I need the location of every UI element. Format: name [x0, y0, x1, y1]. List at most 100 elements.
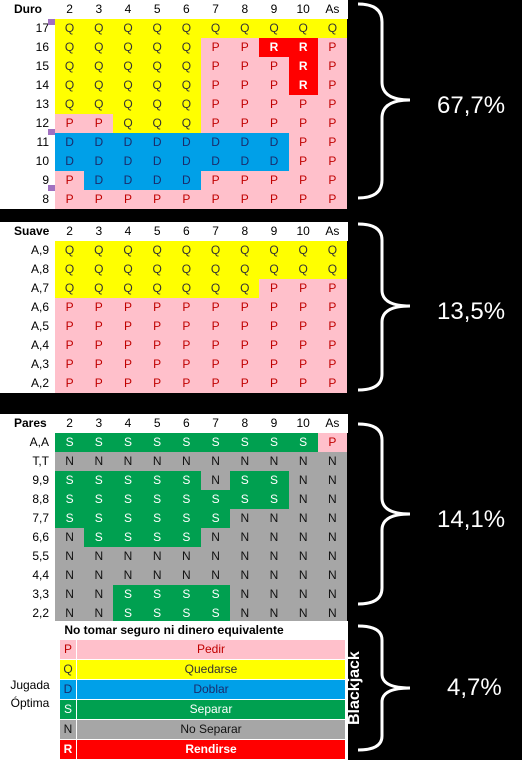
- strategy-cell: N: [142, 452, 172, 471]
- row-label: 17: [0, 19, 55, 38]
- strategy-cell: N: [259, 547, 289, 566]
- strategy-cell: N: [84, 452, 114, 471]
- row-label: A,6: [0, 298, 55, 317]
- strategy-cell: P: [201, 374, 231, 393]
- percent-blackjack: 4,7%: [447, 674, 502, 701]
- strategy-cell: P: [84, 336, 114, 355]
- section-title: Duro: [0, 0, 55, 19]
- strategy-cell: S: [84, 490, 114, 509]
- strategy-cell: P: [55, 114, 85, 133]
- strategy-cell: N: [230, 604, 260, 623]
- strategy-cell: S: [230, 490, 260, 509]
- strategy-cell: Q: [84, 76, 114, 95]
- strategy-cell: P: [259, 355, 289, 374]
- strategy-cell: S: [259, 471, 289, 490]
- row-label: 9,9: [0, 471, 55, 490]
- strategy-cell: N: [288, 509, 318, 528]
- strategy-cell: N: [201, 566, 231, 585]
- strategy-cell: Q: [84, 241, 114, 260]
- strategy-cell: S: [55, 509, 85, 528]
- strategy-cell: D: [230, 133, 260, 152]
- strategy-cell: P: [259, 95, 289, 114]
- legend-label: Separar: [77, 700, 345, 719]
- strategy-cell: P: [230, 336, 260, 355]
- strategy-cell: S: [113, 604, 143, 623]
- row-label: 4,4: [0, 566, 55, 585]
- strategy-cell: N: [230, 528, 260, 547]
- strategy-cell: P: [201, 57, 231, 76]
- strategy-cell: P: [113, 336, 143, 355]
- strategy-cell: P: [230, 190, 260, 209]
- strategy-cell: P: [317, 336, 347, 355]
- strategy-cell: P: [288, 152, 318, 171]
- strategy-cell: S: [171, 604, 201, 623]
- strategy-cell: N: [288, 604, 318, 623]
- strategy-cell: S: [142, 528, 172, 547]
- strategy-cell: P: [201, 355, 231, 374]
- strategy-cell: N: [201, 547, 231, 566]
- strategy-cell: P: [55, 190, 85, 209]
- row-label: A,4: [0, 336, 55, 355]
- strategy-cell: P: [201, 76, 231, 95]
- strategy-cell: P: [259, 190, 289, 209]
- strategy-cell: S: [84, 433, 114, 452]
- strategy-cell: D: [142, 152, 172, 171]
- legend-label: Quedarse: [77, 660, 345, 679]
- strategy-cell: Q: [84, 95, 114, 114]
- row-label: 13: [0, 95, 55, 114]
- strategy-cell: P: [259, 298, 289, 317]
- row-label: A,2: [0, 374, 55, 393]
- strategy-cell: N: [230, 585, 260, 604]
- column-header: 3: [84, 414, 114, 433]
- strategy-cell: N: [113, 547, 143, 566]
- strategy-cell: P: [288, 114, 318, 133]
- strategy-cell: S: [84, 509, 114, 528]
- strategy-cell: D: [113, 171, 143, 190]
- strategy-cell: P: [55, 298, 85, 317]
- column-header: 8: [230, 414, 260, 433]
- column-header: 9: [259, 0, 289, 19]
- strategy-cell: N: [230, 566, 260, 585]
- strategy-cell: Q: [113, 95, 143, 114]
- strategy-cell: P: [201, 190, 231, 209]
- strategy-cell: P: [317, 374, 347, 393]
- strategy-cell: N: [317, 585, 347, 604]
- strategy-cell: D: [142, 171, 172, 190]
- strategy-cell: Q: [142, 260, 172, 279]
- row-label: 11: [0, 133, 55, 152]
- column-header: 3: [84, 222, 114, 241]
- strategy-cell: N: [55, 604, 85, 623]
- column-header: 5: [142, 0, 172, 19]
- column-header: As: [317, 0, 347, 19]
- strategy-cell: P: [84, 355, 114, 374]
- strategy-cell: S: [142, 585, 172, 604]
- strategy-cell: S: [171, 509, 201, 528]
- strategy-cell: P: [113, 317, 143, 336]
- strategy-cell: S: [142, 604, 172, 623]
- row-label: 12: [0, 114, 55, 133]
- strategy-cell: P: [230, 38, 260, 57]
- strategy-cell: S: [201, 585, 231, 604]
- strategy-cell: Q: [55, 241, 85, 260]
- strategy-cell: P: [230, 355, 260, 374]
- strategy-cell: Q: [113, 260, 143, 279]
- brace-pares-icon: [357, 422, 411, 606]
- strategy-cell: N: [84, 585, 114, 604]
- strategy-cell: N: [259, 528, 289, 547]
- column-header: 6: [171, 0, 201, 19]
- strategy-cell: P: [288, 133, 318, 152]
- strategy-cell: S: [201, 433, 231, 452]
- strategy-cell: N: [84, 604, 114, 623]
- strategy-cell: N: [230, 452, 260, 471]
- strategy-cell: Q: [230, 241, 260, 260]
- strategy-cell: Q: [288, 241, 318, 260]
- strategy-cell: Q: [317, 241, 347, 260]
- strategy-cell: P: [171, 190, 201, 209]
- strategy-cell: Q: [113, 57, 143, 76]
- strategy-cell: Q: [84, 38, 114, 57]
- column-header: 2: [55, 222, 85, 241]
- row-label: T,T: [0, 452, 55, 471]
- strategy-cell: D: [55, 152, 85, 171]
- strategy-cell: D: [171, 133, 201, 152]
- strategy-cell: R: [259, 38, 289, 57]
